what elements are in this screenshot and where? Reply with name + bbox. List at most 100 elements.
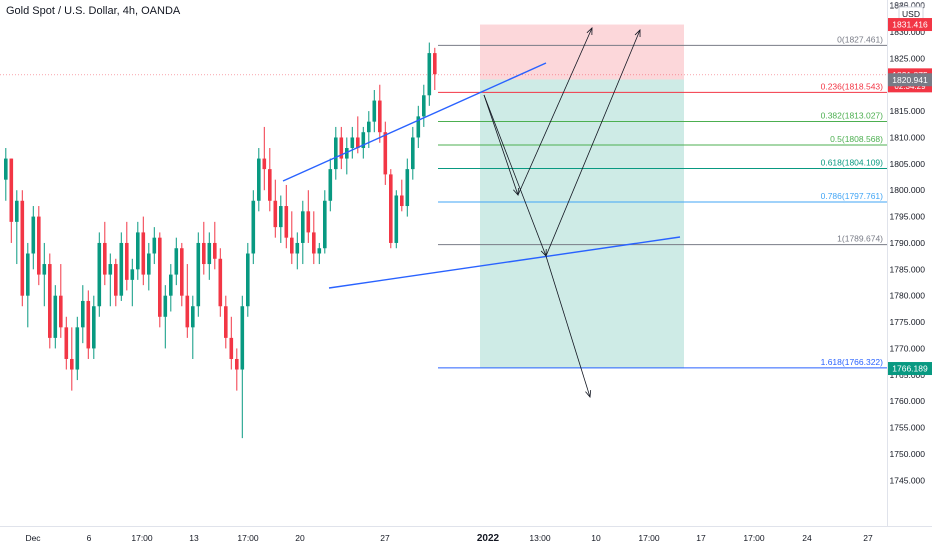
candle-body: [20, 200, 25, 296]
candle-body: [64, 327, 69, 359]
candle-body: [350, 137, 355, 149]
candle-body: [53, 295, 58, 338]
projection-arrow-head: [634, 29, 641, 38]
price-tick-label-partial: 1840.000: [890, 0, 926, 10]
candle-body: [191, 306, 195, 328]
price-tick-label: 1780.000: [890, 291, 926, 301]
candle-body: [394, 195, 399, 243]
candle-body: [400, 195, 404, 207]
price-tag-label: 1820.941: [892, 75, 928, 85]
candle-body: [196, 242, 201, 307]
candle-body: [411, 137, 415, 170]
price-tag-label: 1831.416: [892, 20, 928, 30]
projection-arrow-head: [585, 389, 592, 398]
candle-body: [328, 169, 333, 201]
time-axis: Dec 6 17:00 13 17:00 20 27 2022 13:00 10 17:00 17 17…: [0, 526, 932, 544]
projection-arrow-line: [517, 27, 593, 196]
time-tick-label: 17: [696, 533, 706, 543]
time-tick-label: 17:00: [743, 533, 765, 543]
fib-level-label: 0.618(1804.109): [821, 158, 884, 168]
fib-level-label: 0.786(1797.761): [821, 191, 884, 201]
price-tag: [888, 18, 932, 32]
candle-body: [301, 211, 305, 243]
candle-body: [152, 237, 157, 254]
candle-body: [130, 269, 135, 280]
candle-body: [59, 295, 63, 328]
candle-body: [174, 248, 179, 275]
candle-body: [97, 242, 102, 307]
time-tick-label: 20: [295, 533, 305, 543]
fib-level-label: 1(1789.674): [837, 234, 883, 244]
trend-drawings: [282, 27, 681, 398]
price-tick-label: 1785.000: [890, 264, 926, 274]
candle-body: [180, 248, 184, 296]
candle-body: [235, 358, 239, 370]
position-zones: [0, 24, 887, 369]
candle-body: [26, 253, 30, 296]
price-tick-label: 1835.000: [890, 1, 926, 11]
candle-body: [119, 242, 124, 296]
price-tick-label: 1750.000: [890, 449, 926, 459]
candle-body: [389, 174, 393, 243]
time-tick-label: 17:00: [237, 533, 259, 543]
candle-body: [317, 248, 322, 254]
candle-body: [125, 242, 129, 280]
candle-body: [405, 169, 410, 207]
candle-body: [108, 264, 113, 275]
time-tick-label: 13: [189, 533, 199, 543]
price-tick-label: 1775.000: [890, 317, 926, 327]
candle-body: [218, 258, 223, 307]
price-tick-label: 1760.000: [890, 396, 926, 406]
candle-body: [103, 242, 107, 275]
fib-level-label: 0.5(1808.568): [830, 134, 883, 144]
candle-body: [312, 232, 316, 254]
currency-label: USD: [902, 9, 920, 19]
price-tag: [888, 73, 932, 87]
candle-body: [163, 295, 168, 317]
candle-body: [185, 295, 190, 328]
candle-body: [81, 300, 85, 328]
candle-body: [141, 232, 146, 275]
price-tick-label: 1800.000: [890, 185, 926, 195]
candle-body: [240, 306, 245, 370]
candle-body: [246, 253, 250, 307]
time-tick-label: 13:00: [529, 533, 551, 543]
candle-body: [433, 53, 437, 75]
candle-body: [224, 306, 228, 338]
candle-body: [416, 116, 421, 138]
symbol-title: Gold Spot / U.S. Dollar, 4h, OANDA: [6, 5, 181, 17]
candle-body: [323, 200, 327, 249]
price-tick-label: 1830.000: [890, 27, 926, 37]
fibonacci-levels: 0(1827.461) 0.236(1818.543) 0.382(1813.027…: [438, 34, 887, 369]
fib-level-label: 1.618(1766.322): [821, 357, 884, 367]
candle-body: [262, 158, 267, 170]
candle-body: [213, 242, 217, 259]
time-tick-label: 10: [591, 533, 601, 543]
time-tick-label: 6: [87, 533, 92, 543]
projection-arrow-line: [545, 255, 591, 398]
time-tick-label: 27: [380, 533, 390, 543]
candle-body: [136, 232, 140, 270]
candle-body: [48, 264, 52, 338]
price-tick-label: 1790.000: [890, 238, 926, 248]
candle-body: [229, 337, 234, 359]
price-tag: [888, 362, 932, 376]
candle-body: [4, 158, 8, 180]
candle-body: [37, 216, 41, 275]
take-profit-zone: [480, 79, 684, 369]
candlestick-series: [4, 42, 437, 439]
candle-body: [257, 158, 261, 201]
fib-level-label: 0.236(1818.543): [821, 81, 884, 91]
candle-body: [284, 206, 289, 238]
candle-body: [279, 206, 283, 228]
candle-body: [356, 137, 360, 149]
candle-body: [378, 100, 382, 133]
candle-body: [9, 158, 14, 222]
candle-body: [70, 358, 74, 370]
candle-body: [273, 200, 278, 228]
price-tick-label: 1795.000: [890, 212, 926, 222]
candle-body: [207, 242, 212, 265]
candle-body: [31, 216, 36, 254]
